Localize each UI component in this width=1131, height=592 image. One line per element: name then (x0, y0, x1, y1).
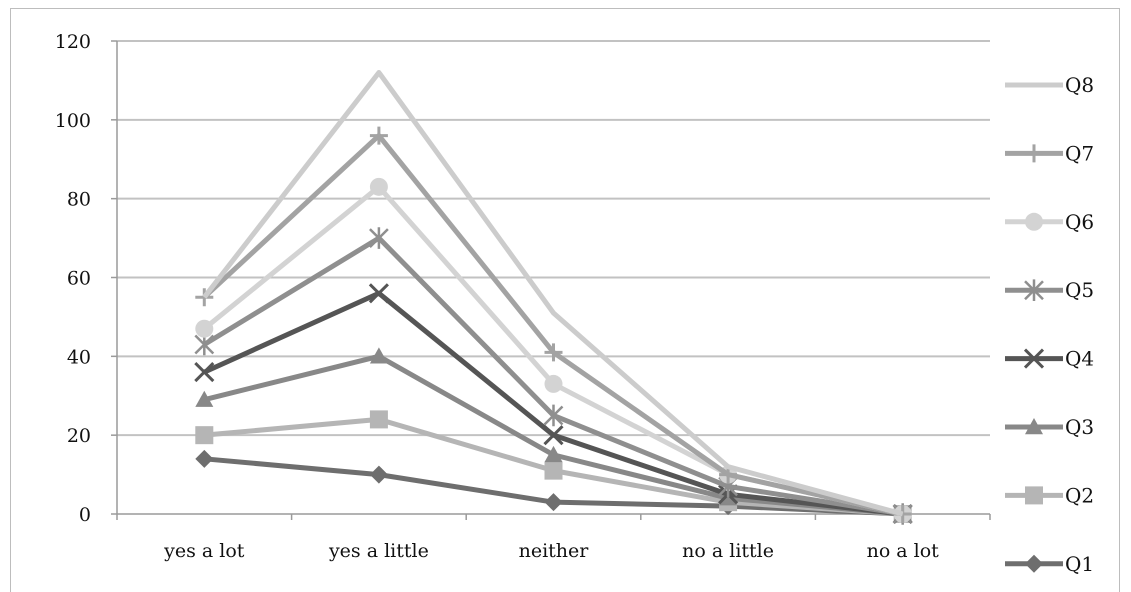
x-tick-label: yes a lot (163, 540, 245, 562)
data-point-q7 (544, 343, 563, 362)
y-tick-label: 0 (79, 504, 91, 526)
series-line-q4 (203, 290, 903, 517)
data-point-q5 (543, 404, 564, 427)
y-tick-label: 60 (67, 268, 91, 290)
legend-marker-q4 (1023, 348, 1045, 369)
data-point-q4 (543, 425, 564, 446)
data-point-q3 (195, 390, 214, 407)
legend-marker-q6 (1025, 212, 1043, 231)
data-point-q6 (369, 177, 388, 196)
legend-marker-q1 (1025, 554, 1043, 573)
x-tick-label: yes a little (328, 540, 429, 562)
data-point-q6 (195, 319, 214, 338)
data-point-q1 (195, 449, 214, 468)
y-tick-label: 100 (55, 110, 91, 132)
data-point-q3 (369, 347, 388, 364)
y-tick-label: 120 (55, 31, 91, 53)
data-point-q2 (369, 410, 388, 429)
data-point-q3 (544, 445, 563, 463)
legend-label-q3: Q3 (1065, 415, 1094, 439)
y-tick-label: 80 (67, 189, 91, 211)
legend-marker-q5 (1024, 279, 1044, 301)
legend-label-q2: Q2 (1065, 483, 1094, 507)
chart-frame (10, 8, 1120, 592)
x-tick-label: neither (519, 540, 590, 562)
y-tick-label: 40 (67, 346, 91, 368)
legend-label-q7: Q7 (1065, 141, 1094, 165)
legend-label-q4: Q4 (1065, 347, 1094, 371)
data-point-q5 (369, 227, 389, 249)
data-point-q4 (194, 362, 215, 383)
data-point-q3 (719, 489, 738, 506)
x-tick-label: no a little (682, 540, 774, 562)
x-tick-label: no a lot (867, 540, 940, 562)
legend-marker-q7 (1025, 144, 1043, 163)
data-point-q2 (544, 461, 563, 480)
legend-label-q6: Q6 (1065, 210, 1094, 234)
data-point-q2 (195, 426, 214, 445)
legend-marker-q2 (1025, 486, 1043, 505)
data-point-q4 (368, 283, 389, 304)
legend-label-q1: Q1 (1065, 552, 1094, 576)
data-point-q6 (544, 374, 563, 393)
data-point-q1 (544, 493, 563, 512)
data-point-q7 (369, 126, 388, 145)
y-tick-label: 20 (67, 425, 91, 447)
legend-label-q5: Q5 (1065, 278, 1094, 302)
legend-marker-q3 (1025, 418, 1043, 435)
data-point-q1 (369, 465, 388, 484)
legend-label-q8: Q8 (1065, 73, 1094, 97)
series-line-q8 (202, 70, 904, 517)
